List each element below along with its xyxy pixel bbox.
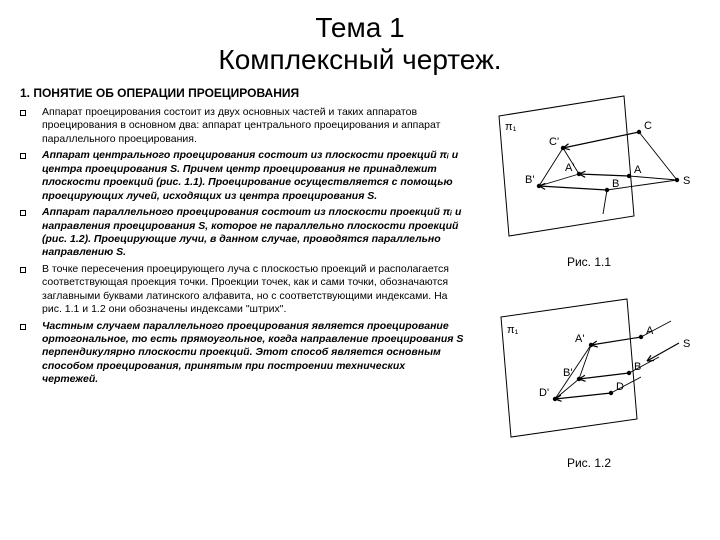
list-item: Аппарат параллельного проецирования сост…	[20, 206, 464, 260]
svg-text:π₁: π₁	[507, 324, 519, 336]
svg-text:D: D	[616, 381, 624, 393]
figure-2-svg: π₁ S A BD A' B' D'	[479, 287, 699, 447]
svg-text:B': B'	[563, 367, 572, 379]
left-column: 1. ПОНЯТИЕ ОБ ОПЕРАЦИИ ПРОЕЦИРОВАНИЯ Апп…	[20, 86, 464, 470]
svg-text:C: C	[644, 120, 652, 132]
svg-text:B': B'	[525, 174, 534, 186]
content: 1. ПОНЯТИЕ ОБ ОПЕРАЦИИ ПРОЕЦИРОВАНИЯ Апп…	[20, 86, 700, 470]
list-item: В точке пересечения проецирующего луча с…	[20, 263, 464, 317]
svg-text:C': C'	[549, 136, 559, 148]
bullet-square-icon	[20, 110, 26, 116]
svg-text:π₁: π₁	[505, 121, 517, 133]
svg-text:B: B	[612, 178, 619, 190]
list-item-text: Аппарат центрального проецирования состо…	[42, 149, 464, 203]
bullet-list: Аппарат проецирования состоит из двух ос…	[20, 106, 464, 387]
section-heading: 1. ПОНЯТИЕ ОБ ОПЕРАЦИИ ПРОЕЦИРОВАНИЯ	[20, 86, 464, 100]
list-item-text: Аппарат параллельного проецирования сост…	[42, 206, 464, 260]
title-line-1: Тема 1	[20, 12, 700, 44]
bullet-square-icon	[20, 267, 26, 273]
list-item: Аппарат проецирования состоит из двух ос…	[20, 106, 464, 146]
list-item-text: Частным случаем параллельного проецирова…	[42, 320, 464, 387]
figure-2-caption: Рис. 1.2	[478, 456, 700, 470]
bullet-square-icon	[20, 210, 26, 216]
figure-1: π₁SCABC'A'B' Рис. 1.1	[478, 86, 700, 269]
svg-text:D': D'	[539, 387, 549, 399]
list-item: Аппарат центрального проецирования состо…	[20, 149, 464, 203]
bullet-square-icon	[20, 153, 26, 159]
title-block: Тема 1 Комплексный чертеж.	[20, 12, 700, 76]
right-column: π₁ S C A B C' A' B' Рис. 1.1 π₁ S A BD A' B' D' Рис. …	[478, 86, 700, 470]
svg-text:A: A	[634, 164, 642, 176]
svg-text:A': A'	[575, 333, 584, 345]
svg-text:S: S	[683, 338, 690, 350]
title-line-2: Комплексный чертеж.	[20, 44, 700, 76]
svg-text:S: S	[683, 175, 690, 187]
figure-1-caption: Рис. 1.1	[478, 255, 700, 269]
figure-2: π₁ S A BD A' B' D' Рис. 1.2	[478, 287, 700, 470]
list-item-text: Аппарат проецирования состоит из двух ос…	[42, 106, 464, 146]
list-item-text: В точке пересечения проецирующего луча с…	[42, 263, 464, 317]
bullet-square-icon	[20, 324, 26, 330]
figure-1-svg: π₁SCABC'A'B'	[479, 86, 699, 246]
svg-text:B: B	[634, 361, 641, 373]
list-item: Частным случаем параллельного проецирова…	[20, 320, 464, 387]
svg-text:A: A	[646, 325, 654, 337]
